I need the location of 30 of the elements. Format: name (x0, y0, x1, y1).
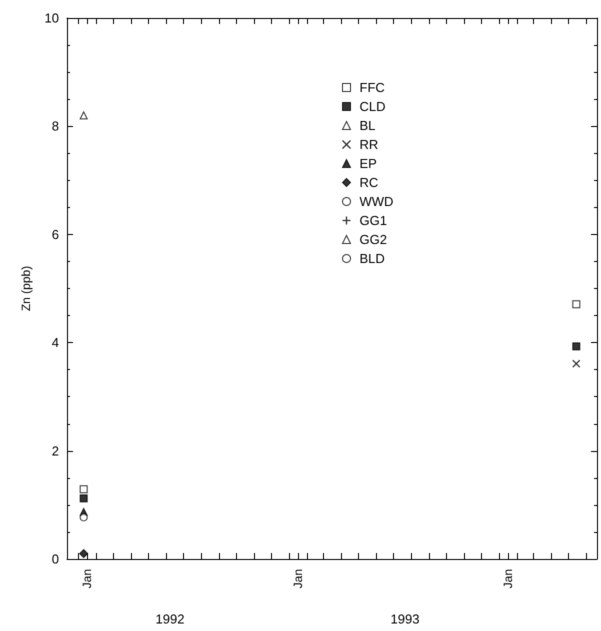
point (80, 111, 88, 120)
y-tick-label: 10 (44, 10, 59, 26)
legend-label: WWD (360, 194, 394, 209)
point (572, 360, 580, 368)
x-tick-label: Jan (500, 569, 515, 588)
text: 1993 (390, 612, 420, 626)
legend-label: FFC (360, 80, 385, 95)
point (80, 513, 88, 522)
legend-label: RR (360, 137, 378, 152)
legend-label: CLD (360, 99, 386, 114)
y-tick-label: 4 (52, 335, 59, 350)
legend-label: GG2 (360, 232, 387, 247)
x-tick-label: Jan (290, 569, 305, 588)
point (572, 300, 580, 308)
y-tick-label: 0 (52, 552, 59, 566)
point (80, 494, 88, 502)
legend-label: GG1 (360, 213, 387, 228)
x-tick-label: Jan (80, 569, 94, 588)
legend-label: BLD (360, 251, 385, 266)
point (79, 549, 88, 558)
legend-label: BL (360, 118, 376, 133)
legend-label: RC (360, 175, 378, 190)
y-tick-label: 2 (52, 443, 59, 458)
legend-label: EP (360, 156, 377, 171)
y-axis-title: Zn (ppb) (19, 266, 33, 312)
point (80, 485, 88, 494)
point (572, 342, 580, 350)
y-tick-label: 6 (52, 226, 59, 242)
y-tick-label: 8 (52, 118, 59, 134)
text: 1992 (156, 612, 184, 626)
